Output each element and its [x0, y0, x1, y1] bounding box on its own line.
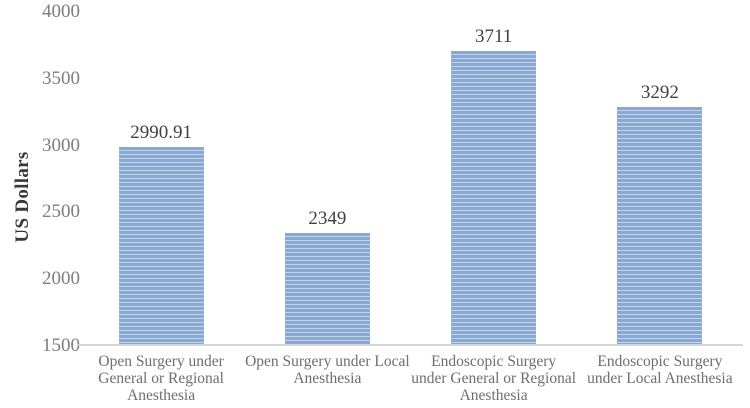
bar [284, 232, 370, 345]
y-tick-label: 3500 [42, 67, 80, 89]
y-tick-label: 2500 [42, 201, 80, 223]
category-label: Endoscopic Surgery under General or Regi… [411, 353, 577, 404]
category-label: Open Surgery under General or Regional A… [98, 353, 224, 404]
category-label: Open Surgery under Local Anesthesia [245, 353, 410, 387]
bar [118, 146, 204, 345]
y-tick-label: 1500 [42, 335, 80, 356]
bar [617, 106, 703, 345]
bar [451, 50, 537, 345]
bar-value-label: 3711 [474, 25, 513, 47]
bar-value-label: 2349 [308, 207, 347, 229]
y-tick-label: 2000 [42, 268, 80, 290]
y-tick-label: 4000 [42, 1, 80, 22]
y-tick-label: 3000 [42, 134, 80, 156]
bar-value-label: 2990.91 [130, 121, 192, 143]
x-axis-line [78, 344, 743, 346]
bar-value-label: 3292 [640, 81, 679, 103]
category-label: Endoscopic Surgery under Local Anesthesi… [587, 353, 733, 387]
